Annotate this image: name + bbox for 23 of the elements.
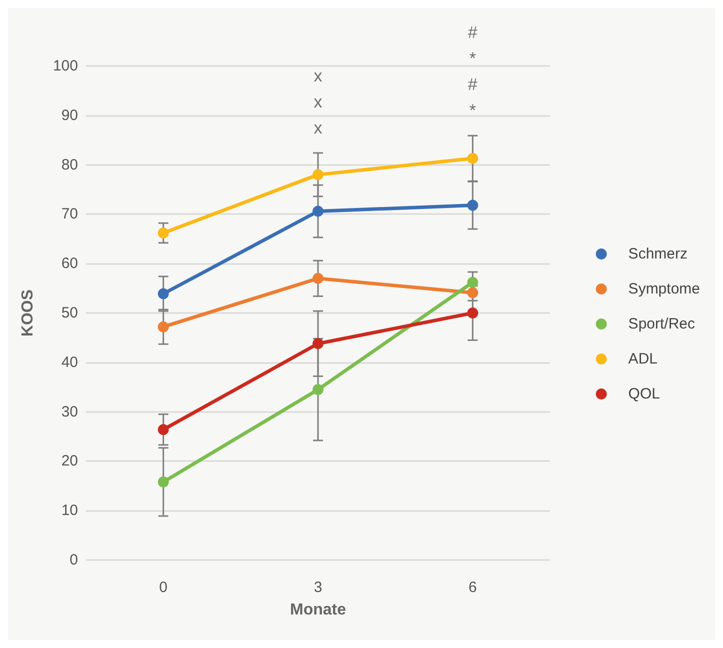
- y-tick-label: 30: [61, 403, 78, 420]
- legend-label: ADL: [628, 350, 658, 368]
- x-tick-label: 3: [314, 579, 322, 596]
- y-tick-label: 0: [70, 552, 78, 568]
- y-tick-label: 80: [61, 156, 78, 174]
- y-tick-label: 10: [61, 502, 78, 520]
- y-tick-label: 70: [61, 206, 78, 223]
- legend-label: QOL: [628, 386, 660, 402]
- x-tick-label: 0: [159, 579, 168, 596]
- y-axis-title: KOOS: [20, 289, 36, 337]
- annotation: x x x: [314, 66, 323, 138]
- annotation: # * # *: [468, 23, 478, 120]
- y-tick-label: 100: [52, 58, 78, 74]
- x-tick-label: 6: [468, 579, 477, 596]
- y-tick-label: 90: [61, 106, 78, 124]
- legend-label: Sport/Rec: [628, 316, 696, 332]
- y-tick-label: 50: [61, 304, 78, 322]
- x-axis-title: Monate: [290, 602, 346, 618]
- legend-label: Symptome: [628, 280, 700, 298]
- y-tick-label: 20: [61, 452, 78, 470]
- y-tick-label: 60: [61, 255, 78, 272]
- legend-label: Schmerz: [628, 246, 688, 262]
- y-tick-label: 40: [61, 354, 78, 371]
